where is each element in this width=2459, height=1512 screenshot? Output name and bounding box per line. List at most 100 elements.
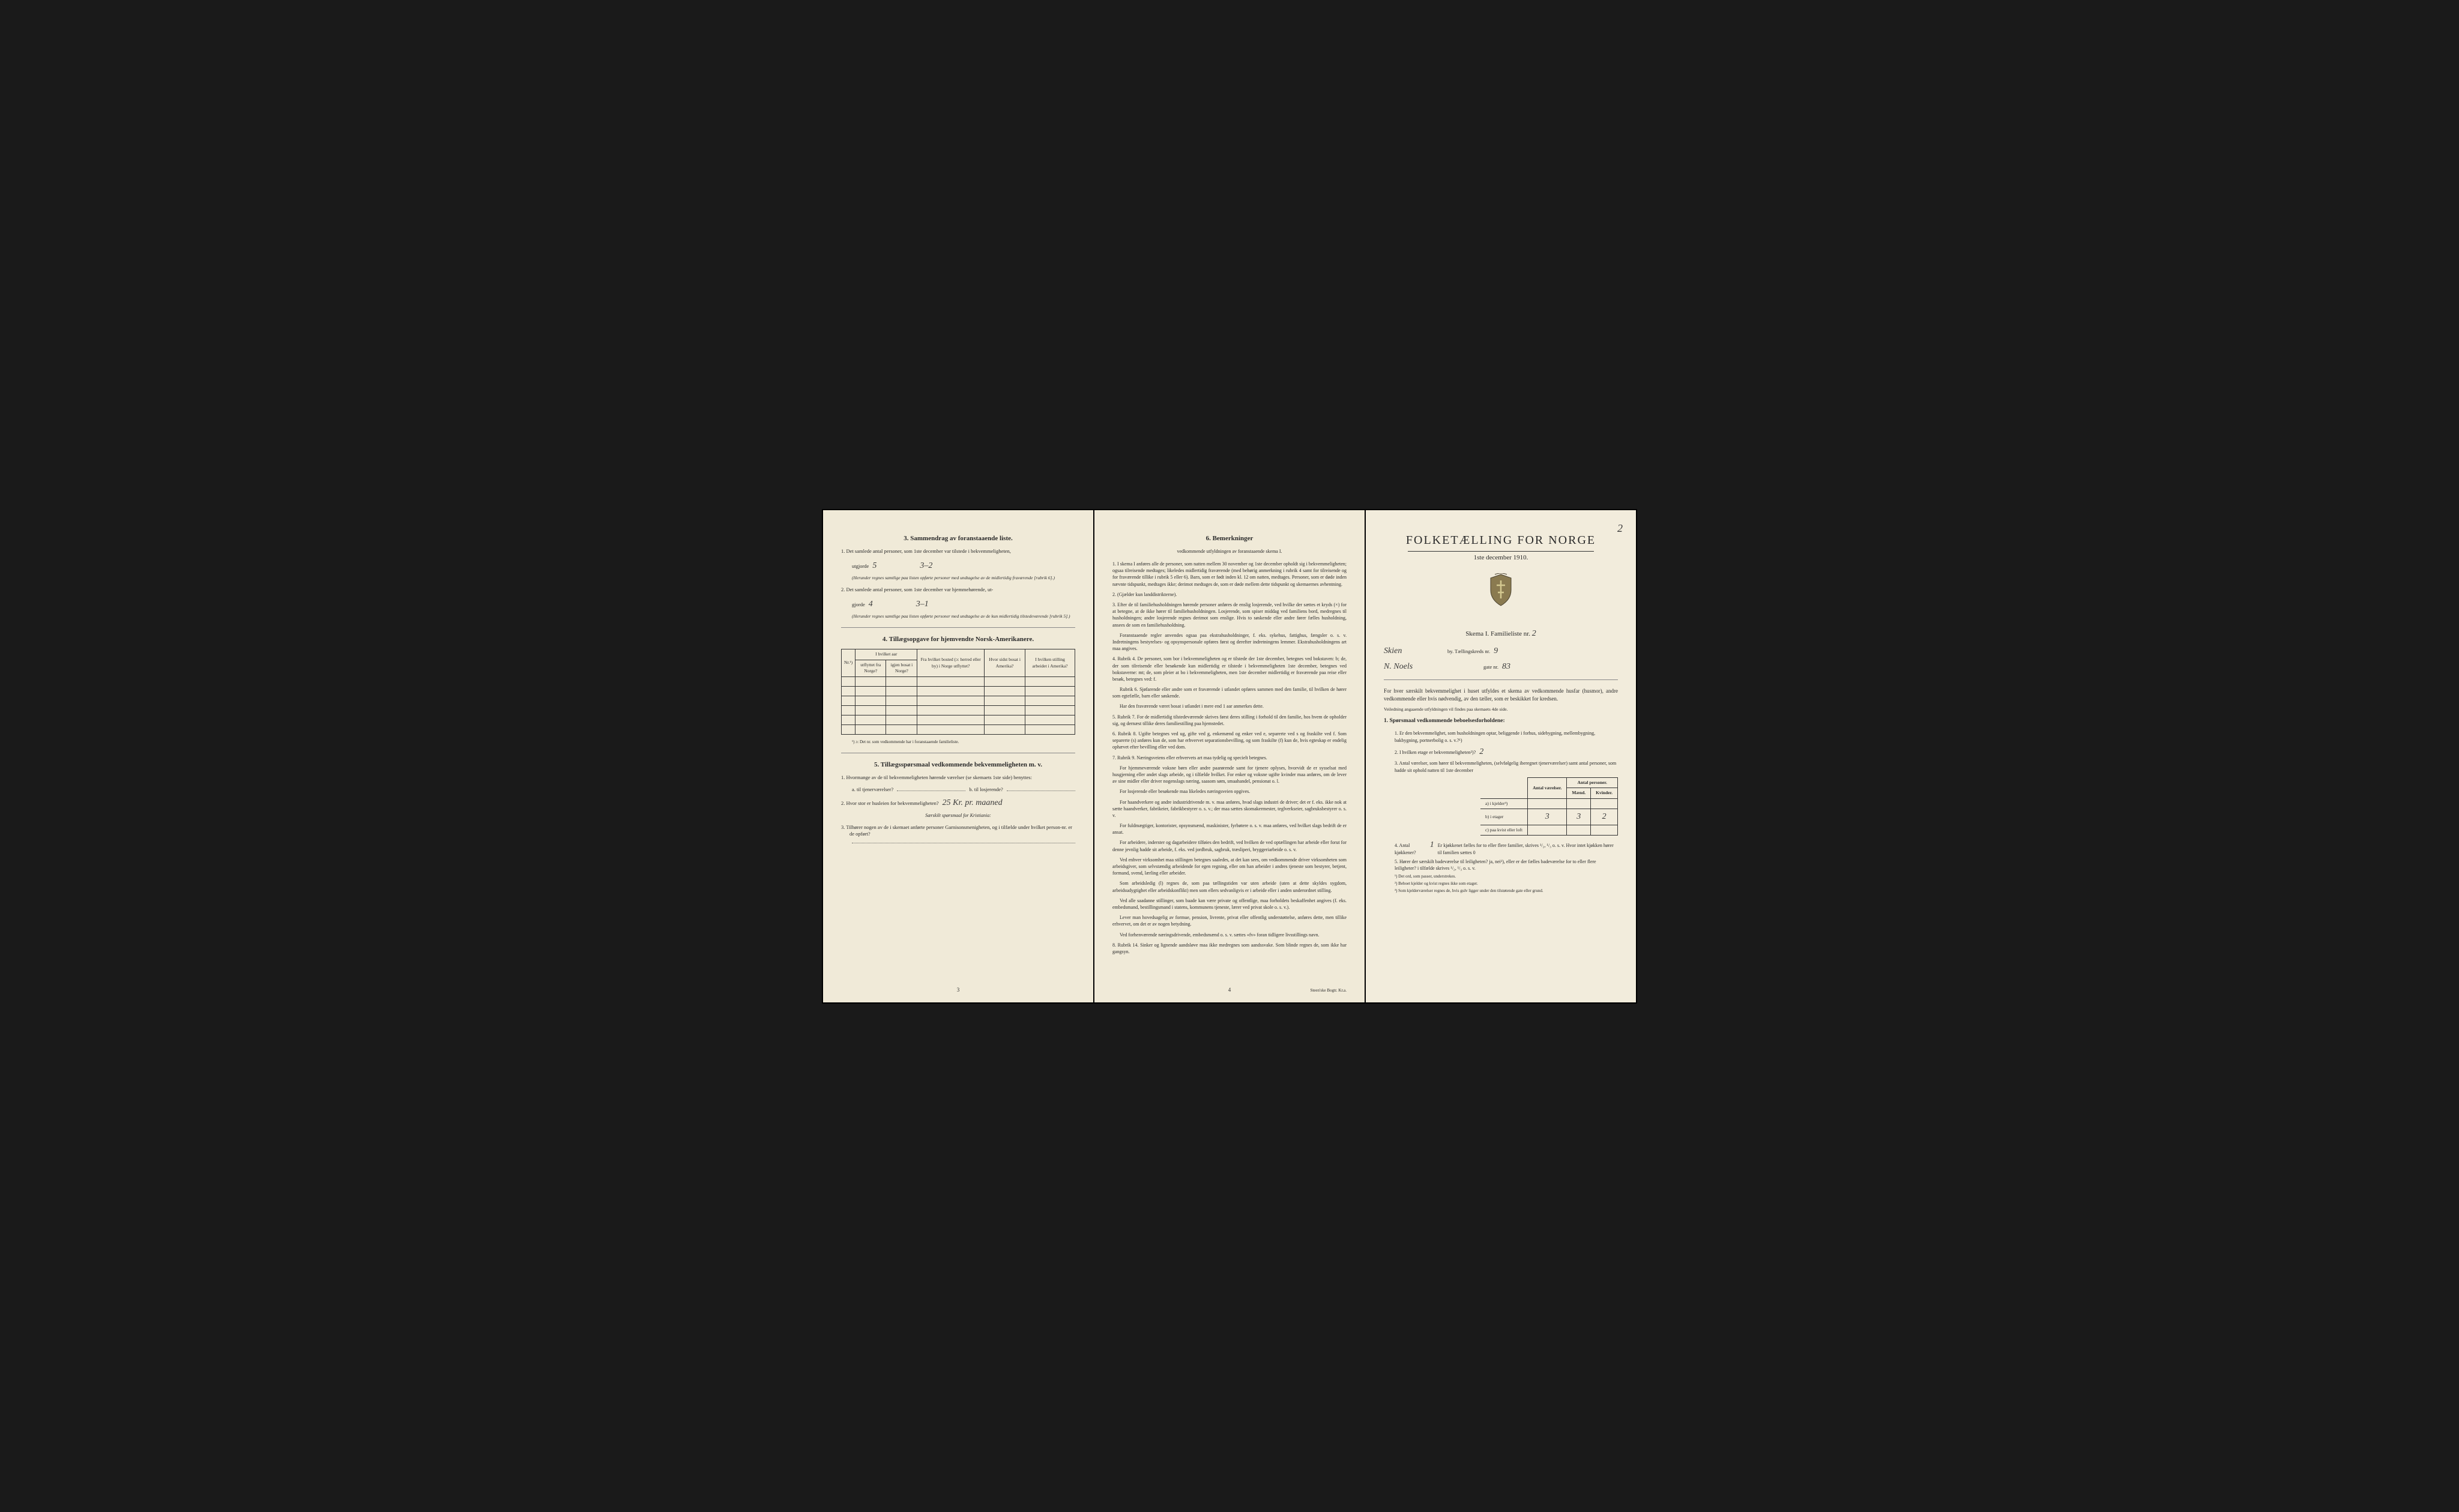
s6-item1: 1. I skema I anføres alle de personer, s…: [1112, 561, 1347, 588]
section-6-subtitle: vedkommende utfyldningen av foranstaaend…: [1112, 548, 1347, 555]
s4-footnote: ¹) ɔ: Det nr. som vedkommende har i fora…: [852, 739, 1075, 745]
s6-item7f: Ved enhver virksomhet maa stillingen bet…: [1112, 857, 1347, 877]
q1-title: 1. Spørsmaal vedkommende beboelsesforhol…: [1384, 717, 1618, 725]
s6-item7a: For hjemmeværende voksne børn eller andr…: [1112, 765, 1347, 785]
s5-item1b: b. til losjerende?: [969, 786, 1003, 794]
gate-label: gate nr.: [1483, 664, 1498, 671]
s3-item2-val1: 4: [869, 598, 873, 610]
s5-item3: 3. Tilhører nogen av de i skemaet anført…: [841, 824, 1075, 839]
s3-item1-val1: 5: [872, 560, 876, 572]
table-row: [842, 686, 1075, 696]
table-row: [842, 705, 1075, 715]
th-sidst: Hvor sidst bosat i Amerika?: [985, 649, 1025, 677]
s5-item2: 2. Hvor stor er husleien for bekvemmelig…: [841, 800, 939, 807]
table-row: [842, 696, 1075, 705]
table-row: [842, 715, 1075, 724]
s6-item2: 2. (Gjælder kun landdistrikterne).: [1112, 591, 1347, 598]
q1-2-row: 2. I hvilken etage er bekvemmeligheten²)…: [1395, 746, 1618, 758]
printer-note: Steen'ske Bogtr. Kr.a.: [1310, 988, 1347, 994]
s6-item8: 8. Rubrik 14. Sinker og lignende aandslø…: [1112, 942, 1347, 955]
q1-4: 4. Antal kjøkkener?: [1395, 842, 1426, 855]
s5-item2-val: 25 Kr. pr. maaned: [943, 797, 1003, 809]
s6-item4: 4. Rubrik 4. De personer, som bor i bekv…: [1112, 655, 1347, 682]
th-stilling: I hvilken stilling arbeidet i Amerika?: [1025, 649, 1075, 677]
table-row: [842, 724, 1075, 734]
th-nr: Nr.¹): [842, 649, 855, 677]
stats-table: Antal værelser. Antal personer. Mænd. Kv…: [1480, 777, 1618, 836]
gate-nr: 83: [1502, 661, 1510, 673]
coat-of-arms-icon: [1384, 573, 1618, 617]
main-title: FOLKETÆLLING FOR NORGE: [1384, 532, 1618, 549]
s6-item7e: For arbeidere, inderster og dagarbeidere…: [1112, 839, 1347, 852]
v-etager-m: 3: [1567, 809, 1591, 825]
th-maend: Mænd.: [1567, 788, 1591, 799]
s3-item1-val2: 3–2: [920, 560, 932, 572]
s3-item1-note: (Herunder regnes samtlige paa listen opf…: [852, 575, 1075, 582]
s6-item7: 7. Rubrik 9. Næringsveiens eller erhverv…: [1112, 754, 1347, 761]
s6-item6: 6. Rubrik 8. Ugifte betegnes ved ug, gif…: [1112, 730, 1347, 751]
document-tri-fold: 3. Sammendrag av foranstaaende liste. 1.…: [822, 509, 1637, 1004]
divider: [841, 627, 1075, 628]
r-kjelder: a) i kjelder³): [1480, 798, 1528, 809]
title-rule: [1408, 551, 1594, 552]
fn1: ¹) Det ord, som passer, understrekes.: [1395, 874, 1618, 880]
intro-note: Veiledning angaaende utfyldningen vil fi…: [1384, 706, 1618, 713]
s6-item4c: Har den fraværende været bosat i utlande…: [1112, 703, 1347, 709]
section-3-title: 3. Sammendrag av foranstaaende liste.: [841, 534, 1075, 543]
s6-item3: 3. Efter de til familiehusholdningen hør…: [1112, 601, 1347, 628]
table-row: [842, 676, 1075, 686]
familieliste-nr: 2: [1532, 629, 1536, 638]
by-name: Skien: [1384, 645, 1444, 657]
s6-item7d: For fuldmægtiger, kontorister, opsynsmæn…: [1112, 822, 1347, 836]
intro: For hver særskilt bekvemmelighet i huset…: [1384, 687, 1618, 702]
th-personer: Antal personer.: [1567, 777, 1618, 788]
th-igjen: igjen bosat i Norge?: [886, 660, 917, 676]
kreds-nr: 9: [1494, 645, 1498, 657]
table-row: b) i etager 3 3 2: [1480, 809, 1617, 825]
gate-name: N. Noels: [1384, 661, 1480, 673]
by-label: by. Tællingskreds nr.: [1447, 648, 1490, 655]
fn2: ²) Beboet kjelder og kvist regnes ikke s…: [1395, 881, 1618, 887]
s3-item2: 2. Det samlede antal personer, som 1ste …: [841, 586, 1075, 594]
page-number: 3: [957, 986, 960, 994]
divider: [1384, 679, 1618, 680]
s6-item7b: For losjerende eller besøkende maa likel…: [1112, 788, 1347, 795]
s5-item1: 1. Hvormange av de til bekvemmeligheten …: [841, 774, 1075, 782]
table-row: a) i kjelder³): [1480, 798, 1617, 809]
v-etager-k: 2: [1591, 809, 1618, 825]
r-etager: b) i etager: [1480, 809, 1528, 825]
th-aar: I hvilket aar: [855, 649, 917, 660]
q1-2-val: 2: [1479, 746, 1483, 758]
s6-item3b: Foranstaaende regler anvendes ogsaa paa …: [1112, 632, 1347, 652]
v-etager-vaer: 3: [1528, 809, 1567, 825]
subtitle: 1ste december 1910.: [1384, 553, 1618, 562]
s6-item7g: Som arbeidsledig (l) regnes de, som paa …: [1112, 880, 1347, 893]
s6-item7h: Ved alle saadanne stillinger, som baade …: [1112, 897, 1347, 911]
q1-5: 5. Hører der særskilt badeværelse til le…: [1395, 858, 1618, 872]
s6-item4b: Rubrik 6. Sjøfarende eller andre som er …: [1112, 686, 1347, 699]
page-3: 3. Sammendrag av foranstaaende liste. 1.…: [823, 510, 1093, 1002]
th-kvinder: Kvinder.: [1591, 788, 1618, 799]
q1-1: 1. Er den bekvemmelighet, som husholdnin…: [1395, 730, 1618, 743]
section-6-title: 6. Bemerkninger: [1112, 534, 1347, 543]
q1-3: 3. Antal værelser, som hører til bekvemm…: [1395, 760, 1618, 773]
skema-line: Skema I. Familieliste nr. 2: [1384, 628, 1618, 640]
s5-item1a: a. til tjenerværelser?: [852, 786, 893, 794]
r-kvist: c) paa kvist eller loft: [1480, 825, 1528, 836]
amerika-table: Nr.¹) I hvilket aar Fra hvilket bosted (…: [841, 649, 1075, 735]
s3-item2-val2: 3–1: [916, 598, 929, 610]
section-5-title: 5. Tillægsspørsmaal vedkommende bekvemme…: [841, 761, 1075, 770]
corner-number: 2: [1617, 521, 1623, 536]
s3-item1: 1. Det samlede antal personer, som 1ste …: [841, 548, 1075, 555]
s6-item7c: For haandverkere og andre industridriven…: [1112, 799, 1347, 819]
skema-label: Skema I. Familieliste nr.: [1465, 630, 1530, 637]
s3-item2-note: (Herunder regnes samtlige paa listen opf…: [852, 613, 1075, 620]
s6-item7j: Ved forhenværende næringsdrivende, embed…: [1112, 932, 1347, 938]
q1-4-val: 1: [1430, 839, 1434, 851]
s5-item2-note: Særskilt spørsmaal for Kristiania:: [841, 812, 1075, 819]
page-4: 6. Bemerkninger vedkommende utfyldningen…: [1094, 510, 1365, 1002]
s6-item5: 5. Rubrik 7. For de midlertidig tilstede…: [1112, 714, 1347, 727]
section-4-title: 4. Tillægsopgave for hjemvendte Norsk-Am…: [841, 635, 1075, 644]
th-bosted: Fra hvilket bosted (ɔ: herred eller by) …: [917, 649, 985, 677]
fn3: ³) Som kjelderværelser regnes de, hvis g…: [1395, 888, 1618, 894]
